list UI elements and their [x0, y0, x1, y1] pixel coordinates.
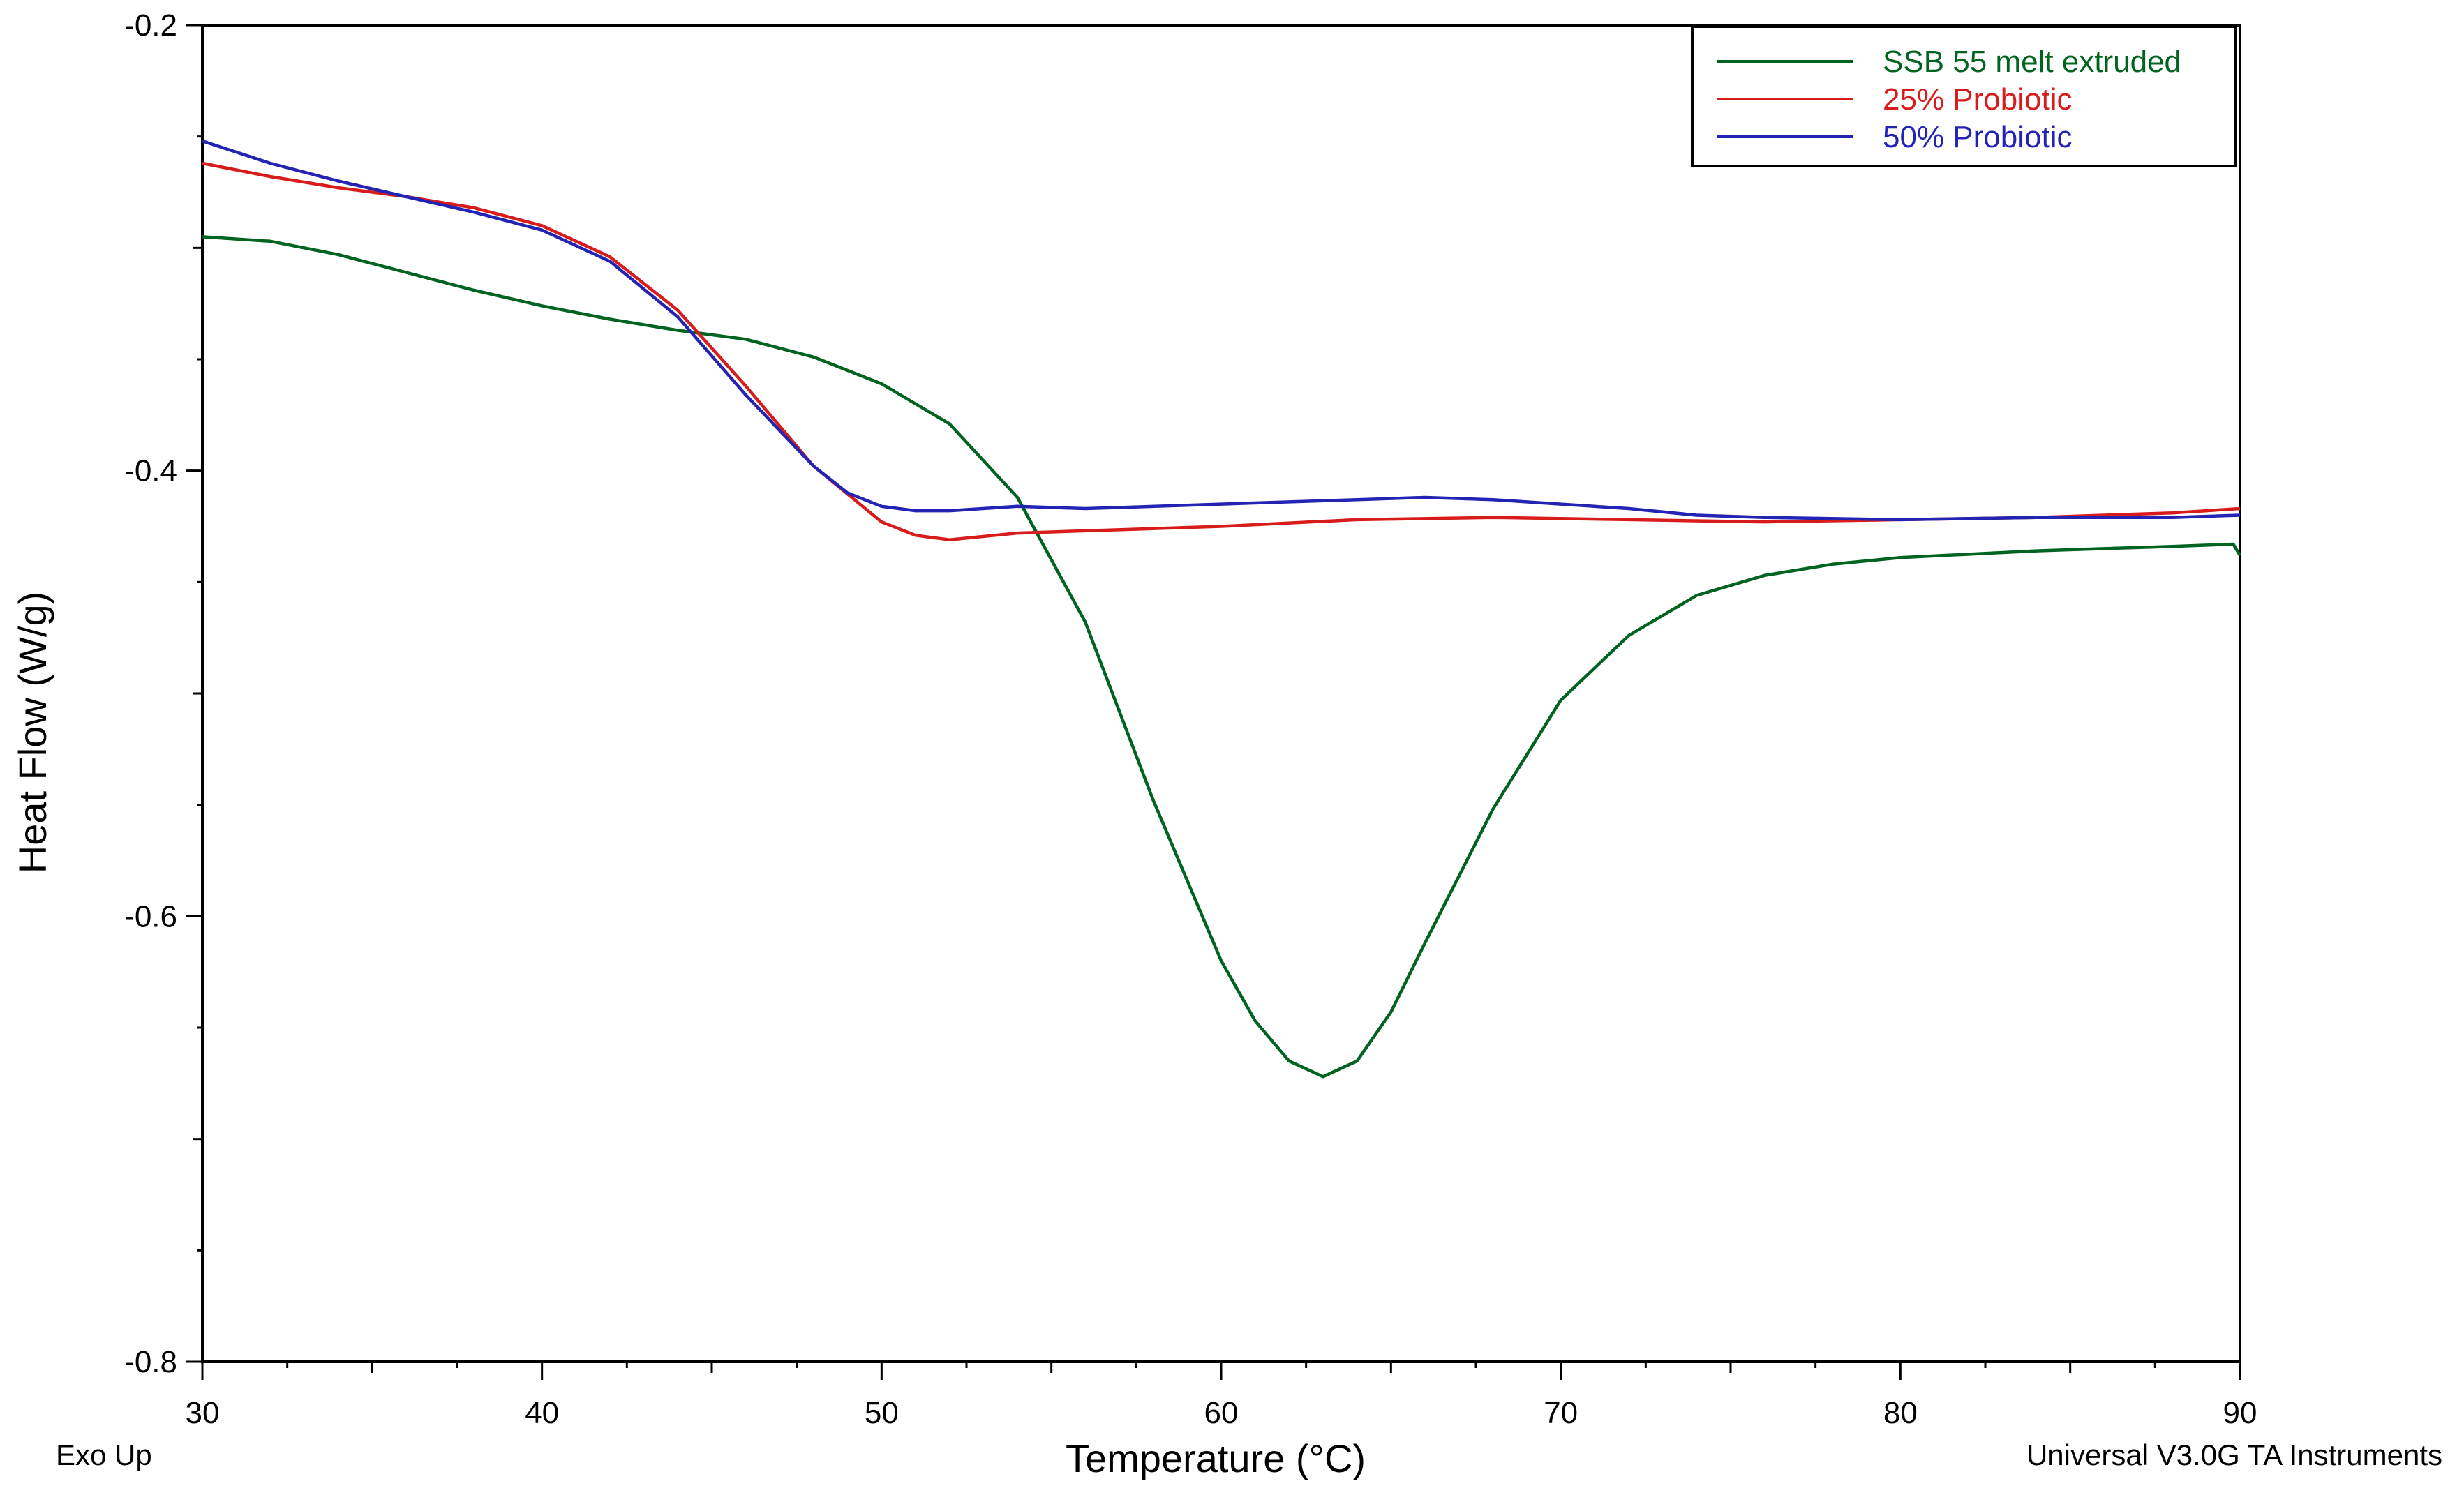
x-tick-label: 90: [2223, 1396, 2257, 1430]
series-line-2: [202, 161, 2241, 541]
x-axis-label: Temperature (°C): [1066, 1436, 1366, 1480]
legend-label-1: SSB 55 melt extruded: [1883, 45, 2181, 79]
legend-label-3: 50% Probiotic: [1883, 120, 2072, 154]
y-axis-ticks: -0.8 -0.6 -0.4 -0.2: [124, 8, 202, 1379]
y-axis-label: Heat Flow (W/g): [10, 592, 54, 874]
y-tick-label: -0.6: [124, 899, 177, 933]
x-tick-label: 30: [186, 1396, 220, 1430]
x-tick-label: 60: [1204, 1396, 1239, 1430]
x-tick-label: 80: [1883, 1396, 1918, 1430]
plot-area: 30 40 50 60 70 80 90 -0.8 -0.6 -0.4 -0.2: [124, 8, 2257, 1430]
x-axis-ticks: 30 40 50 60 70 80 90: [186, 1362, 2257, 1430]
series-lines: [202, 139, 2241, 1079]
legend-label-2: 25% Probiotic: [1883, 82, 2072, 117]
y-tick-label: -0.2: [124, 8, 177, 43]
x-tick-label: 50: [865, 1396, 899, 1430]
exo-up-label: Exo Up: [56, 1438, 152, 1471]
instrument-label: Universal V3.0G TA Instruments: [2026, 1438, 2442, 1471]
y-tick-label: -0.4: [124, 454, 177, 488]
series-line-1: [202, 235, 2241, 1079]
plot-frame: [201, 24, 2241, 1363]
series-line-3: [202, 139, 2241, 522]
x-tick-label: 70: [1544, 1396, 1578, 1430]
x-tick-label: 40: [525, 1396, 559, 1430]
legend-box: [1691, 25, 2237, 167]
y-tick-label: -0.8: [124, 1345, 177, 1379]
